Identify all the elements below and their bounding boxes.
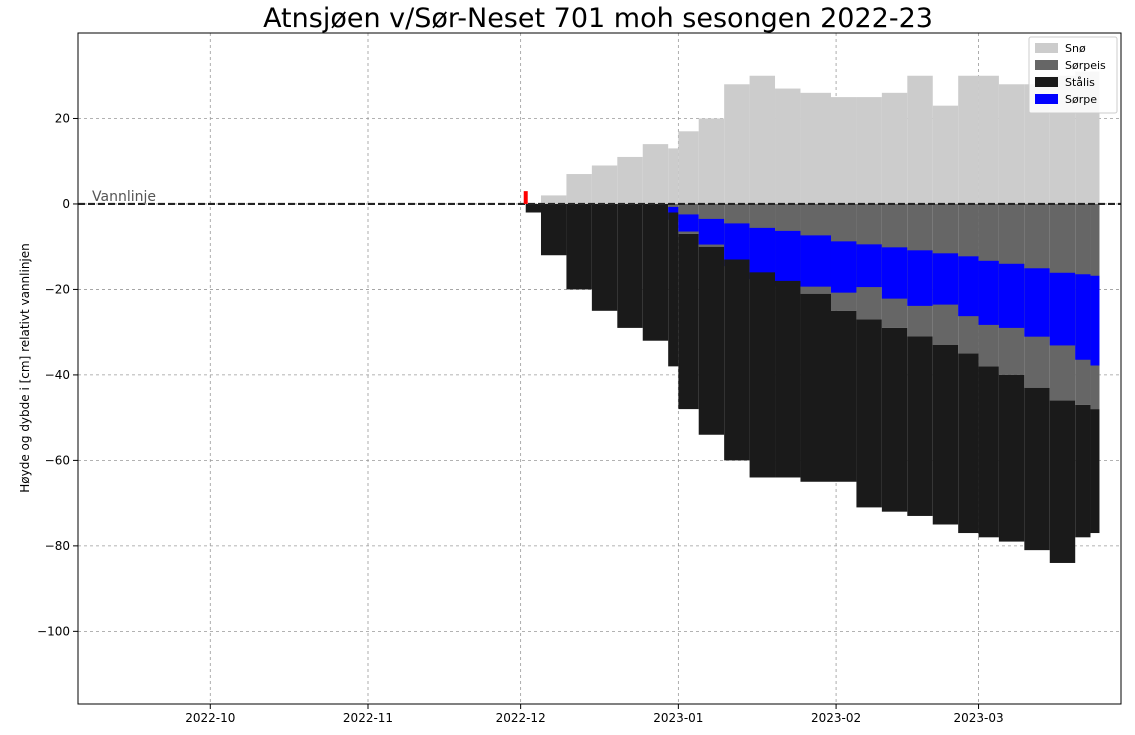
bar-snow [668, 148, 679, 204]
bar-slush [881, 247, 908, 299]
bar-black-ice [978, 366, 999, 538]
bar-black-ice [678, 233, 699, 410]
bar-black-ice [525, 203, 541, 213]
x-axis: 2022-10 2022-11 2022-12 2023-01 2023-02 2023-… [185, 704, 1004, 725]
bar-black-ice [800, 293, 831, 482]
bar-slush [724, 223, 750, 267]
legend-label: Sørpeis [1065, 59, 1106, 72]
legend: Snø Sørpeis Stålis Sørpe [1028, 36, 1118, 114]
bar-slush [998, 263, 1025, 328]
legend-label: Snø [1065, 42, 1086, 55]
y-axis: 20 0 −20 −40 −60 −80 −100 [37, 111, 78, 638]
legend-swatch [1035, 77, 1058, 87]
bar-snow [1090, 71, 1100, 204]
bar-snow [566, 174, 592, 204]
water-line-label: Vannlinje [92, 189, 156, 205]
grid [78, 33, 1121, 704]
bar-snow [978, 75, 999, 204]
bar-slush [698, 218, 725, 245]
bar-black-ice [856, 319, 882, 508]
bar-slush [1024, 268, 1050, 337]
bar-snow [617, 156, 643, 204]
bar-snow [698, 118, 725, 204]
bar-snow [749, 75, 776, 204]
bar-black-ice [1090, 409, 1100, 534]
legend-swatch [1035, 94, 1058, 104]
bar-snow [540, 195, 567, 204]
bar-black-ice [1049, 400, 1076, 563]
legend-swatch [1035, 60, 1058, 70]
bar-snow [907, 75, 933, 204]
bar-slush [800, 235, 831, 287]
bar-slush [678, 214, 699, 232]
bar-black-ice [907, 336, 933, 516]
bar-slush [1090, 275, 1100, 366]
bar-snow [830, 97, 857, 204]
bar-black-ice [830, 310, 857, 482]
bar-black-ice [540, 203, 567, 256]
y-tick-label: −80 [45, 539, 70, 553]
x-tick-label: 2023-02 [811, 711, 861, 725]
y-tick-label: −60 [45, 453, 70, 467]
x-tick-label: 2022-12 [496, 711, 546, 725]
bar-black-ice [881, 327, 908, 512]
bar-slush [958, 256, 979, 317]
x-tick-label: 2023-01 [653, 711, 703, 725]
bar-black-ice [668, 212, 679, 367]
bar-black-ice [775, 280, 801, 478]
bar-black-ice [749, 272, 776, 478]
bar-slush [749, 227, 776, 280]
bar-black-ice [591, 203, 618, 311]
x-tick-label: 2022-10 [185, 711, 235, 725]
y-tick-label: −100 [37, 624, 70, 638]
bar-snow [881, 92, 908, 204]
bar-black-ice [617, 203, 643, 328]
bar-snow [800, 92, 831, 204]
bar-slush [775, 230, 801, 287]
bar-black-ice [698, 246, 725, 435]
bar-snow [856, 97, 882, 204]
bar-black-ice [958, 353, 979, 534]
y-axis-label: Høyde og dybde i [cm] relativt vannlinje… [18, 243, 32, 492]
bar-snow [932, 105, 959, 204]
y-tick-label: −40 [45, 368, 70, 382]
chart-title: Atnsjøen v/Sør-Neset 701 moh sesongen 20… [263, 3, 933, 34]
bar-black-ice [724, 259, 750, 461]
legend-label: Sørpe [1065, 93, 1097, 106]
bar-slush [978, 260, 999, 325]
plot-frame [77, 32, 1122, 705]
legend-label: Stålis [1065, 76, 1095, 89]
bar-black-ice [1024, 387, 1050, 551]
y-tick-label: −20 [45, 282, 70, 296]
bar-snow [642, 144, 669, 204]
bar-black-ice [932, 344, 959, 525]
bar-snow [724, 84, 750, 204]
y-tick-label: 20 [55, 111, 70, 125]
bar-black-ice [1075, 404, 1091, 538]
bar-slush [856, 244, 882, 288]
x-tick-label: 2022-11 [343, 711, 393, 725]
x-tick-label: 2023-03 [953, 711, 1003, 725]
y-tick-label: 0 [62, 197, 70, 211]
bar-snow [958, 75, 979, 204]
bar-slush [907, 250, 933, 306]
bar-snow [775, 88, 801, 204]
bar-snow [998, 84, 1025, 204]
bar-slush [1075, 274, 1091, 360]
freeze-up-marker [523, 191, 528, 204]
bar-snow [591, 165, 618, 204]
bar-slush [932, 253, 959, 305]
legend-swatch [1035, 43, 1058, 53]
ice-layer-bars [525, 71, 1100, 563]
bar-black-ice [642, 203, 669, 341]
bar-black-ice [998, 374, 1025, 542]
bar-slush [830, 241, 857, 293]
bar-snow [678, 131, 699, 204]
bar-slush [1049, 272, 1076, 346]
plot-area: Vannlinje [77, 32, 1122, 705]
bar-black-ice [566, 203, 592, 290]
